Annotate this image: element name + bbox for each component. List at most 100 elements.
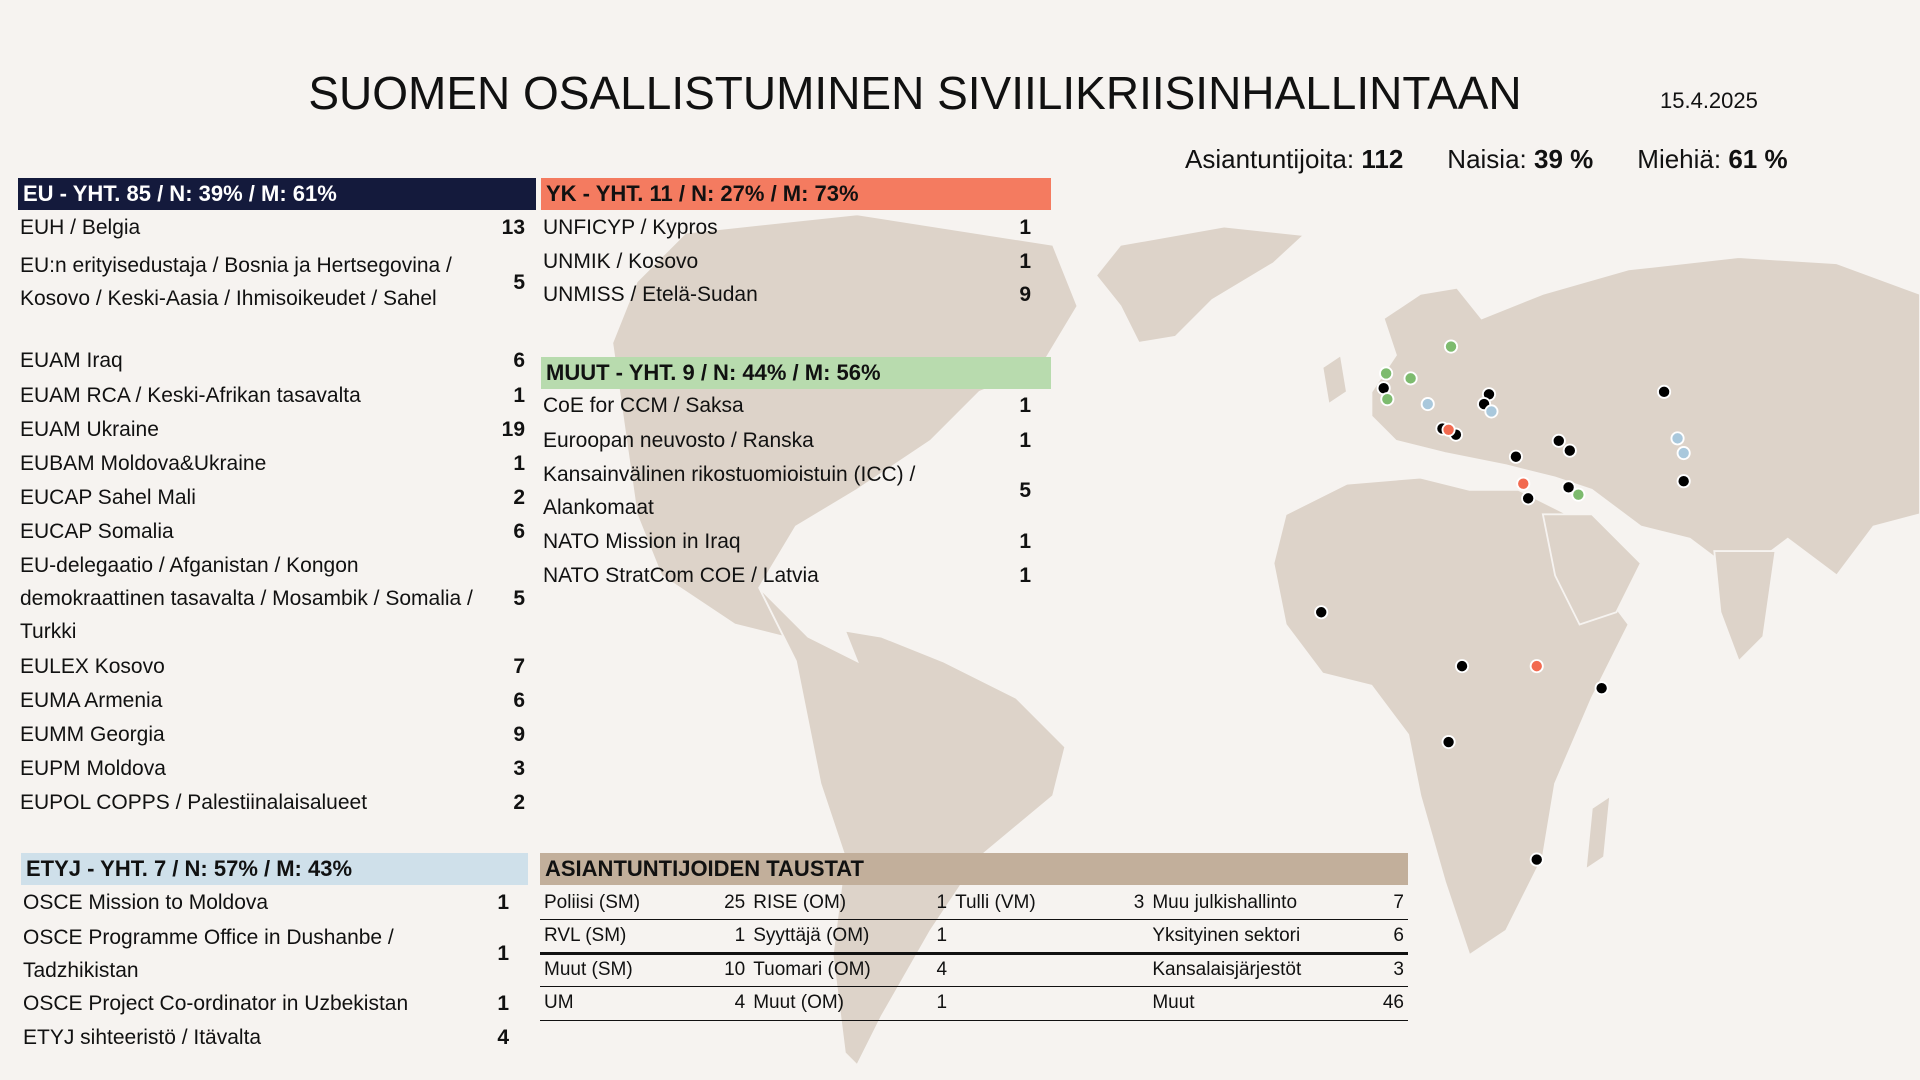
taustat-label xyxy=(951,953,1102,987)
mission-location-marker xyxy=(1676,474,1691,489)
taustat-row: Muut (SM) 10 Tuomari (OM) 4 Kansalaisjärjest… xyxy=(540,953,1408,987)
mission-location-marker xyxy=(1441,422,1456,437)
item-label: Euroopan neuvosto / Ranska xyxy=(543,428,814,452)
taustat-label xyxy=(951,987,1102,1021)
taustat-count: 1 xyxy=(936,891,948,913)
taustat-count: 25 xyxy=(724,891,746,913)
mission-location-marker xyxy=(1443,339,1459,354)
mission-location-marker xyxy=(1561,480,1576,495)
mission-location-marker xyxy=(1314,605,1329,620)
item-count: 1 xyxy=(513,383,525,407)
item-count: 6 xyxy=(513,519,525,543)
eu-item: EU:n erityisedustaja / Bosnia ja Hertseg… xyxy=(20,248,525,316)
eu-item: EUH / Belgia 13 xyxy=(20,210,525,244)
mission-location-marker xyxy=(1571,487,1586,502)
item-label: OSCE Project Co-ordinator in Uzbekistan xyxy=(23,991,409,1015)
item-count: 7 xyxy=(513,654,525,678)
item-count: 1 xyxy=(1019,393,1031,417)
item-count: 19 xyxy=(501,417,525,441)
eu-item: EUAM Iraq 6 xyxy=(20,343,525,377)
item-label: NATO Mission in Iraq xyxy=(543,529,741,553)
etyj-item: ETYJ sihteeristö / Itävalta 4 xyxy=(23,1020,509,1054)
item-count: 1 xyxy=(1019,249,1031,273)
muut-item: NATO Mission in Iraq 1 xyxy=(543,524,1031,558)
item-label: EUAM RCA / Keski-Afrikan tasavalta xyxy=(20,383,361,407)
mission-location-marker xyxy=(1379,366,1394,381)
eu-item: EUMM Georgia 9 xyxy=(20,717,525,751)
item-label: UNMIK / Kosovo xyxy=(543,249,699,273)
item-count: 1 xyxy=(1019,529,1031,553)
item-count: 6 xyxy=(513,348,525,372)
eu-item: EUMA Armenia 6 xyxy=(20,683,525,717)
item-count: 9 xyxy=(513,722,525,746)
item-label: EULEX Kosovo xyxy=(20,654,165,678)
muut-header: MUUT - YHT. 9 / N: 44% / M: 56% xyxy=(541,357,1051,389)
north-america xyxy=(611,213,1079,639)
mission-location-marker xyxy=(1441,735,1456,750)
taustat-count: 10 xyxy=(724,959,746,981)
south-america xyxy=(758,587,1067,1067)
item-label: EUMM Georgia xyxy=(20,722,165,746)
summary-stats: Asiantuntijoita: 112 Naisia: 39 % Miehiä… xyxy=(1185,144,1788,175)
eu-item: EUAM RCA / Keski-Afrikan tasavalta 1 xyxy=(20,378,525,412)
taustat-count: 46 xyxy=(1382,992,1404,1014)
item-label: NATO StratCom COE / Latvia xyxy=(543,563,819,587)
taustat-label: UM xyxy=(544,992,574,1014)
etyj-item: OSCE Project Co-ordinator in Uzbekistan 1 xyxy=(23,986,509,1020)
date: 15.4.2025 xyxy=(1660,88,1758,113)
uk xyxy=(1321,353,1348,406)
taustat-header: ASIANTUNTIJOIDEN TAUSTAT xyxy=(540,853,1408,885)
taustat-label: Muu julkishallinto xyxy=(1152,891,1298,913)
taustat-label xyxy=(951,920,1102,954)
etyj-item: OSCE Programme Office in Dushanbe / Tadz… xyxy=(23,920,509,987)
mission-location-marker xyxy=(1676,446,1691,461)
taustat-row: RVL (SM) 1 Syyttäjä (OM) 1 Yksityinen sektor… xyxy=(540,920,1408,954)
mission-location-marker xyxy=(1508,449,1523,464)
muut-item: CoE for CCM / Saksa 1 xyxy=(543,388,1031,422)
item-label: CoE for CCM / Saksa xyxy=(543,393,744,417)
taustat-count xyxy=(1102,987,1148,1021)
mission-location-marker xyxy=(1562,443,1577,458)
taustat-label: Tulli (VM) xyxy=(955,891,1036,913)
madagascar xyxy=(1584,794,1612,872)
item-label: EUAM Ukraine xyxy=(20,417,159,441)
taustat-count: 1 xyxy=(936,924,948,946)
taustat-count: 6 xyxy=(1393,924,1404,946)
item-label: EUPOL COPPS / Palestiinalaisalueet xyxy=(20,790,368,814)
taustat-label: Yksityinen sektori xyxy=(1152,924,1301,946)
muut-item: Kansainvälinen rikostuomioistuin (ICC) /… xyxy=(543,457,1031,524)
item-label: EUMA Armenia xyxy=(20,688,163,712)
taustat-label: Muut (SM) xyxy=(544,959,633,981)
eu-item: EUAM Ukraine 19 xyxy=(20,412,525,446)
taustat-label: Poliisi (SM) xyxy=(544,891,641,913)
etyj-header: ETYJ - YHT. 7 / N: 57% / M: 43% xyxy=(21,853,528,885)
taustat-label: Muut xyxy=(1152,992,1195,1014)
taustat-row: UM 4 Muut (OM) 1 Muut 46 xyxy=(540,987,1408,1021)
greenland xyxy=(1094,225,1307,344)
item-label: EUH / Belgia xyxy=(20,215,141,239)
yk-item: UNFICYP / Kypros 1 xyxy=(543,210,1031,244)
mission-location-marker xyxy=(1529,659,1544,674)
women-stat: Naisia: 39 % xyxy=(1447,144,1594,174)
mission-location-marker xyxy=(1403,371,1418,386)
mission-location-marker xyxy=(1594,681,1609,696)
muut-item: Euroopan neuvosto / Ranska 1 xyxy=(543,423,1031,457)
item-label: EUCAP Sahel Mali xyxy=(20,485,196,509)
item-count: 5 xyxy=(513,270,525,294)
item-count: 1 xyxy=(513,451,525,475)
taustat-count: 1 xyxy=(936,992,948,1014)
item-label: EU-delegaatio / Afganistan / Kongon demo… xyxy=(20,553,473,643)
item-count: 6 xyxy=(513,688,525,712)
mission-location-marker xyxy=(1657,384,1672,399)
taustat-label: Muut (OM) xyxy=(753,992,845,1014)
taustat-label: RVL (SM) xyxy=(544,924,627,946)
item-count: 1 xyxy=(1019,563,1031,587)
item-count: 1 xyxy=(1019,215,1031,239)
item-label: UNMISS / Etelä-Sudan xyxy=(543,282,758,306)
taustat-count: 4 xyxy=(936,959,948,981)
yk-header: YK - YHT. 11 / N: 27% / M: 73% xyxy=(541,178,1051,210)
mission-location-marker xyxy=(1420,397,1435,412)
item-count: 5 xyxy=(1019,479,1031,502)
taustat-count: 4 xyxy=(734,992,746,1014)
